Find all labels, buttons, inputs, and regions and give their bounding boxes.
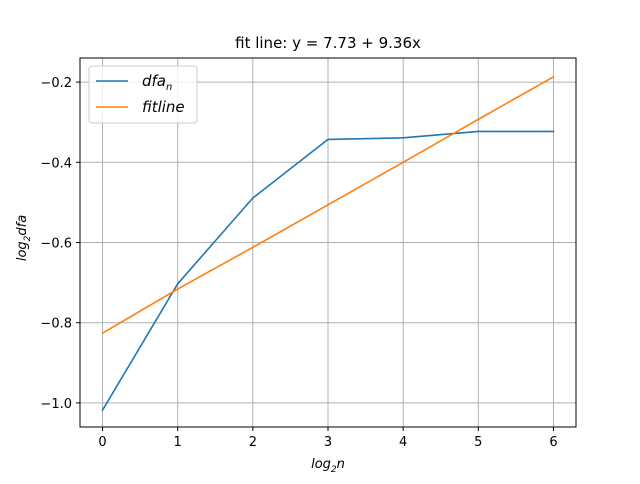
legend-label-dfa-sub: n <box>166 82 172 93</box>
y-axis-label-rest: dfa <box>15 215 30 236</box>
legend-entry-dfa: dfan <box>96 72 172 93</box>
x-tick-label-4: 4 <box>399 435 407 450</box>
y-tick-label-3: −0.4 <box>40 156 72 171</box>
x-tick-label-1: 1 <box>174 435 182 450</box>
x-tick-label-5: 5 <box>474 435 482 450</box>
legend-label-dfa: dfan <box>142 72 172 93</box>
x-tick-label-2: 2 <box>249 435 257 450</box>
x-axis-label: log2n <box>311 457 345 475</box>
y-tick-label-1: −0.8 <box>40 317 72 332</box>
y-axis-label: log2dfa <box>15 215 33 261</box>
chart-title: fit line: y = 7.73 + 9.36x <box>235 34 421 52</box>
x-axis-label-base: log <box>311 457 331 472</box>
series-line-dfa <box>101 130 555 412</box>
x-tick-label-3: 3 <box>324 435 332 450</box>
x-axis-label-sub: 2 <box>331 465 337 475</box>
y-axis-label-base: log <box>15 241 30 261</box>
series-lines <box>101 75 555 412</box>
y-tick-label-4: −0.2 <box>40 76 72 91</box>
x-tick-label-6: 6 <box>549 435 557 450</box>
legend-entry-fitline: fitline <box>96 98 185 116</box>
x-tick-label-0: 0 <box>98 435 106 450</box>
legend-label-fitline: fitline <box>142 98 185 116</box>
legend: dfan fitline <box>88 65 198 124</box>
series-line-fitline <box>101 75 555 335</box>
legend-label-dfa-base: dfa <box>142 72 166 90</box>
y-tick-label-0: −1.0 <box>40 397 72 412</box>
legend-label-fitline-base: fitline <box>142 98 185 116</box>
x-axis-label-rest: n <box>337 457 345 472</box>
y-tick-label-2: −0.6 <box>40 237 72 252</box>
ticks: 0 1 2 3 4 5 6 −1.0 −0.8 −0.6 −0.4 −0.2 <box>40 76 557 450</box>
y-axis-label-sub: 2 <box>23 235 33 241</box>
